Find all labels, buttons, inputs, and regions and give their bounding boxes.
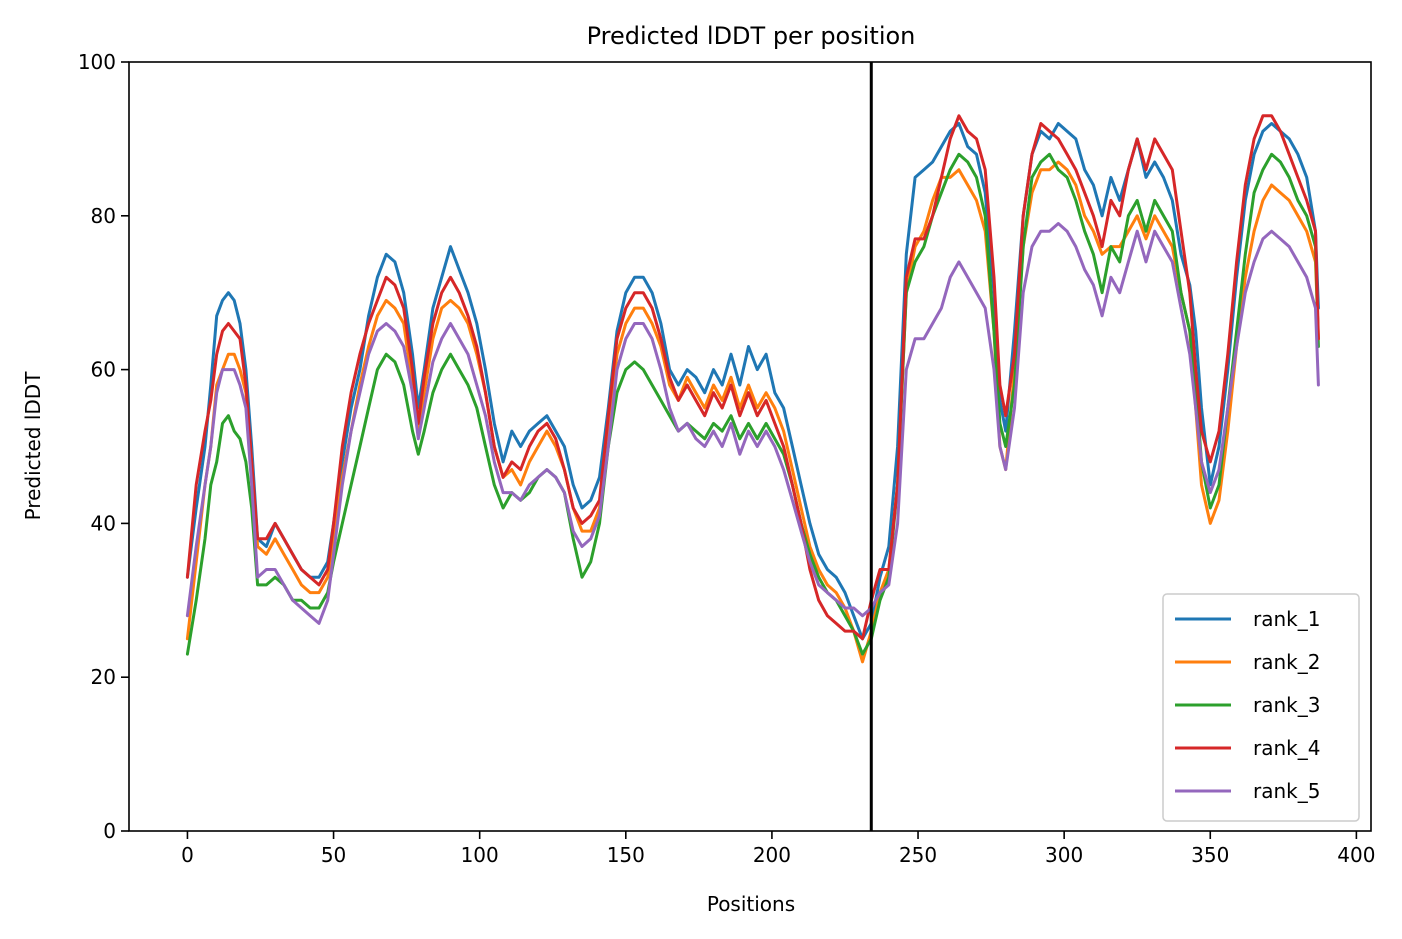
legend-box [1162,593,1360,822]
y-tick-label: 100 [78,50,116,74]
legend: rank_1 rank_2 rank_3 rank_4 rank_5 [1162,593,1360,822]
x-tick-label: 0 [181,843,194,867]
x-tick-label: 200 [753,843,791,867]
series-layer [185,114,1320,664]
legend-label-rank_3: rank_3 [1253,693,1320,717]
x-tick-label: 400 [1337,843,1375,867]
legend-label-rank_5: rank_5 [1253,779,1320,803]
y-axis-ticks: 0 20 40 60 80 100 [78,50,129,843]
series-line-rank_3 [185,152,1320,656]
legend-label-rank_4: rank_4 [1253,736,1320,760]
legend-label-rank_1: rank_1 [1253,607,1320,631]
y-tick-label: 60 [91,358,116,382]
series-line-rank_1 [185,122,1320,641]
series-line-rank_2 [185,160,1320,664]
y-tick-label: 0 [103,819,116,843]
series-line-rank_4 [185,114,1320,641]
y-tick-label: 40 [91,511,116,535]
legend-label-rank_2: rank_2 [1253,650,1320,674]
x-tick-label: 350 [1191,843,1229,867]
x-tick-label: 50 [321,843,346,867]
chart-title: Predicted lDDT per position [587,22,916,50]
y-axis-label: Predicted lDDT [21,371,45,521]
x-tick-label: 150 [607,843,645,867]
plot-frame [128,61,1372,832]
y-tick-label: 20 [91,665,116,689]
x-tick-label: 100 [461,843,499,867]
x-axis-ticks: 0 50 100 150 200 250 300 350 400 [181,831,1375,867]
x-tick-label: 250 [899,843,937,867]
x-tick-label: 300 [1045,843,1083,867]
series-line-rank_5 [185,222,1320,625]
y-tick-label: 80 [91,204,116,228]
x-axis-label: Positions [707,892,795,916]
